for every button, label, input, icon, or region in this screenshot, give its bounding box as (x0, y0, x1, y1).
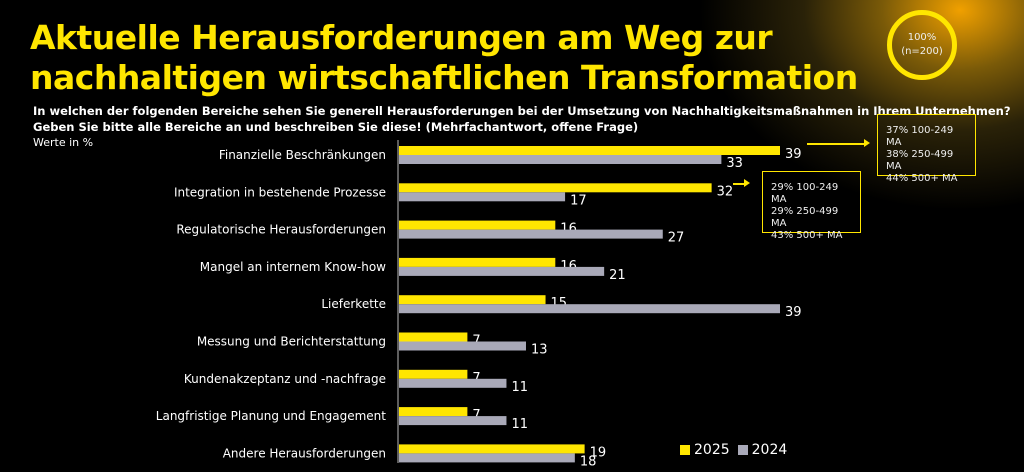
category-label: Regulatorische Herausforderungen (176, 223, 386, 237)
callout-line: 29% 250-499 MA (771, 206, 839, 229)
question-line-1: In welchen der folgenden Bereiche sehen … (33, 104, 1011, 118)
bar-2025 (399, 183, 712, 193)
bar-2024 (399, 155, 722, 164)
category-label: Messung und Berichterstattung (197, 335, 386, 349)
data-label-2024: 11 (511, 417, 528, 432)
category-label: Andere Herausforderungen (223, 446, 386, 460)
legend-swatch-2024 (737, 445, 748, 455)
callout-line: 43% 500+ MA (771, 230, 843, 241)
bar-2025 (399, 444, 585, 454)
sample-size-badge: 100% (n=200) (887, 10, 957, 80)
page-title: Aktuelle Herausforderungen am Weg zur na… (30, 18, 858, 98)
bar-2024 (399, 453, 575, 463)
legend-label-2024: 2024 (751, 442, 788, 458)
data-label-2024: 33 (726, 156, 743, 171)
bar-2025 (399, 146, 780, 155)
data-label-2025: 39 (785, 147, 802, 162)
callout-box-integration: 29% 100-249 MA 29% 250-499 MA 43% 500+ M… (762, 171, 861, 241)
data-label-2025: 7 (472, 334, 480, 349)
callout-line: 29% 100-249 MA (771, 182, 839, 205)
bar-2025 (399, 369, 468, 379)
callout-box-financial: 37% 100-249 MA 38% 250-499 MA 44% 500+ M… (877, 114, 976, 184)
data-label-2024: 21 (609, 268, 626, 283)
bar-2024 (399, 341, 526, 351)
bar-2024 (399, 266, 605, 276)
bar-2024 (399, 416, 507, 426)
callout-line: 38% 250-499 MA (886, 149, 954, 172)
data-label-2025: 32 (717, 184, 734, 199)
title-line-1: Aktuelle Herausforderungen am Weg zur (30, 18, 773, 57)
legend-swatch-2025 (680, 445, 690, 455)
bar-2025 (399, 295, 546, 305)
bar-2024 (399, 192, 566, 202)
bar-2025 (399, 332, 468, 342)
category-label: Finanzielle Beschränkungen (219, 148, 386, 162)
sample-n: (n=200) (901, 46, 943, 57)
question-line-2: Geben Sie bitte alle Bereiche an und bes… (33, 120, 639, 134)
data-label-2024: 27 (668, 231, 685, 246)
callout-line: 37% 100-249 MA (886, 125, 954, 148)
data-label-2025: 19 (590, 445, 607, 460)
data-label-2025: 7 (472, 408, 480, 423)
category-label: Lieferkette (321, 297, 386, 311)
bar-2025 (399, 257, 556, 267)
title-line-2: nachhaltigen wirtschaftlichen Transforma… (30, 58, 858, 97)
bar-2025 (399, 407, 468, 417)
data-label-2024: 18 (580, 454, 597, 469)
arrow-icon (807, 140, 870, 146)
arrow-icon (733, 180, 750, 186)
category-label: Mangel an internem Know-how (200, 260, 386, 274)
data-label-2024: 11 (511, 380, 528, 395)
callout-line: 44% 500+ MA (886, 173, 958, 184)
category-label: Langfristige Planung und Engagement (156, 409, 387, 423)
data-label-2024: 17 (570, 193, 587, 208)
data-label-2024: 39 (785, 305, 802, 320)
legend: 2025 2024 (680, 442, 787, 458)
data-label-2024: 13 (531, 343, 548, 358)
data-label-2025: 7 (472, 371, 480, 386)
sample-pct: 100% (907, 32, 937, 43)
bar-2024 (399, 378, 507, 388)
bar-2025 (399, 220, 556, 230)
category-label: Integration in bestehende Prozesse (174, 185, 386, 199)
unit-note: Werte in % (33, 136, 94, 149)
bar-2024 (399, 229, 663, 239)
category-label: Kundenakzeptanz und -nachfrage (184, 372, 386, 386)
legend-label-2025: 2025 (694, 442, 730, 458)
bar-2024 (399, 304, 780, 314)
